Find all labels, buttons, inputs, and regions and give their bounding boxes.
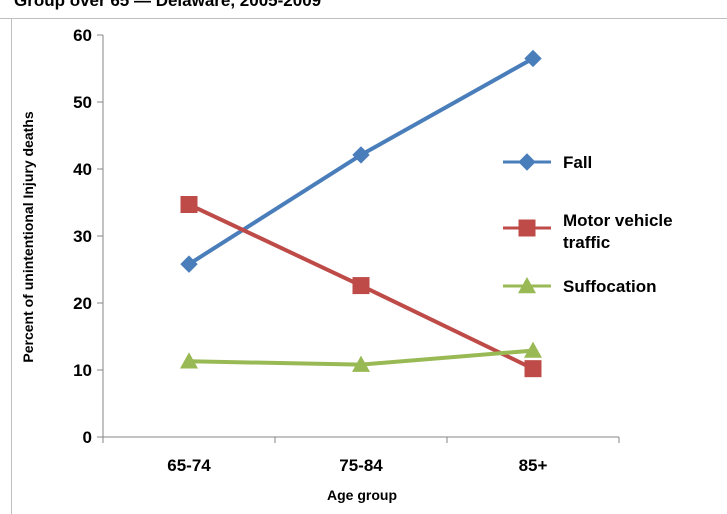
x-tick-label: 85+ [519, 456, 548, 475]
chart-title: Group over 65 — Delaware, 2005-2009 [14, 0, 322, 10]
legend-label: Fall [563, 153, 592, 172]
series-layer [180, 49, 542, 378]
legend-entry: Suffocation [503, 277, 657, 296]
y-tick-label: 50 [73, 93, 92, 112]
y-tick-label: 10 [73, 361, 92, 380]
data-point [352, 277, 370, 295]
legend-marker [518, 219, 536, 237]
legend-label: Motor vehicle [563, 211, 673, 230]
data-point [352, 355, 370, 372]
axes: 0 10 20 30 40 50 60 65-74 75-84 85+ [73, 26, 620, 475]
y-tick-label: 30 [73, 227, 92, 246]
frame-left-border [11, 18, 12, 514]
x-tick-label: 75-84 [339, 456, 383, 475]
legend-marker [518, 153, 536, 171]
legend-label: Suffocation [563, 277, 657, 296]
legend-label: traffic [563, 233, 610, 252]
x-axis-label: Age group [327, 487, 397, 503]
legend-entry: Fall [503, 153, 592, 172]
y-tick-label: 0 [83, 428, 92, 447]
data-point [524, 49, 542, 68]
series-fall [180, 49, 542, 273]
data-point [524, 360, 542, 378]
x-tick-label: 65-74 [167, 456, 211, 475]
data-point [352, 146, 370, 164]
y-tick-label: 60 [73, 26, 92, 45]
series-motor-vehicle-traffic [180, 196, 542, 378]
legend: Fall Motor vehicle traffic Suffocation [503, 153, 673, 296]
data-point [180, 196, 198, 214]
frame-top-border [0, 18, 727, 19]
data-point [180, 255, 198, 273]
legend-entry: Motor vehicle traffic [503, 211, 673, 252]
y-tick-label: 20 [73, 294, 92, 313]
y-tick-label: 40 [73, 160, 92, 179]
y-axis-label: Percent of unintentional Injury deaths [20, 111, 36, 362]
legend-marker [518, 277, 536, 294]
data-point [524, 341, 542, 358]
data-point [180, 352, 198, 369]
series-suffocation [180, 341, 542, 372]
